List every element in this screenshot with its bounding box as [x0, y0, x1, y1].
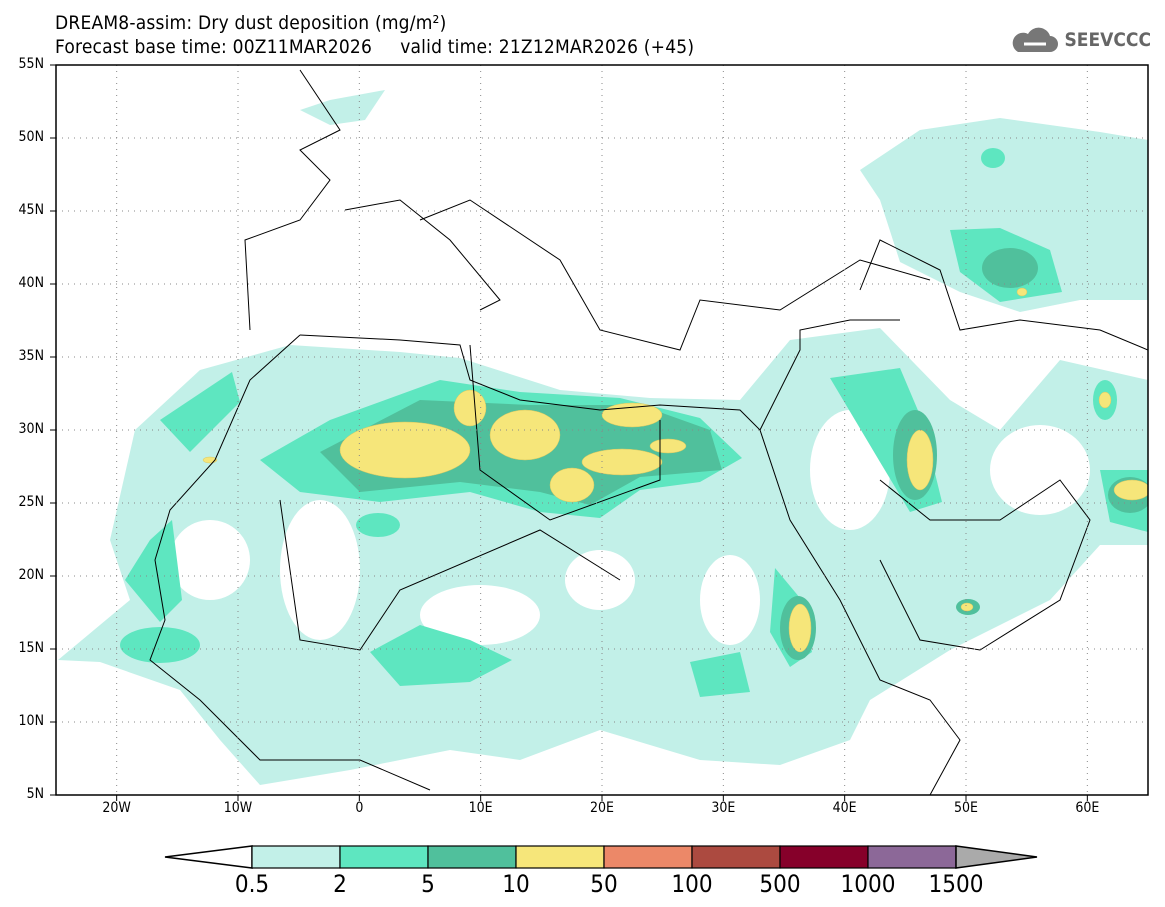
colorbar-swatch	[515, 845, 605, 869]
seevccc-logo: SEEVCCC	[1010, 26, 1151, 54]
lat-label: 55N	[18, 56, 44, 72]
lat-label: 5N	[26, 786, 44, 802]
lon-label: 30E	[711, 800, 736, 816]
lat-label: 50N	[18, 129, 44, 145]
colorbar-swatch	[691, 845, 781, 869]
logo-text: SEEVCCC	[1064, 29, 1151, 51]
colorbar-label: 5	[421, 870, 435, 898]
colorbar-swatch	[427, 845, 517, 869]
colorbar-label: 1000	[840, 870, 896, 898]
colorbar-swatch	[251, 845, 341, 869]
map-title: DREAM8-assim: Dry dust deposition (mg/m²…	[55, 12, 447, 34]
lat-label: 40N	[18, 275, 44, 291]
lon-label: 10E	[468, 800, 493, 816]
cloud-icon	[1013, 27, 1059, 52]
lat-label: 25N	[18, 494, 44, 510]
colorbar-label: 50	[590, 870, 618, 898]
colorbar-label: 0.5	[234, 870, 270, 898]
colorbar-label: 10	[502, 870, 530, 898]
colorbar	[164, 845, 1038, 869]
lon-label: 10W	[223, 800, 253, 816]
colorbar-label: 2	[333, 870, 347, 898]
colorbar-label: 500	[759, 870, 801, 898]
lat-label: 20N	[18, 567, 44, 583]
colorbar-label: 100	[671, 870, 713, 898]
lon-label: 20W	[102, 800, 131, 816]
colorbar-swatch	[867, 845, 957, 869]
base-time: Forecast base time: 00Z11MAR2026	[55, 36, 373, 58]
valid-time: valid time: 21Z12MAR2026 (+45)	[400, 36, 695, 58]
lon-label: 0	[355, 800, 364, 816]
colorbar-under-arrow	[164, 845, 253, 869]
lat-label: 15N	[18, 640, 44, 656]
colorbar-swatch	[339, 845, 429, 869]
lon-label: 20E	[590, 800, 614, 816]
coastlines	[149, 69, 1148, 795]
lon-label: 40E	[832, 800, 857, 816]
lon-label: 60E	[1075, 800, 1100, 816]
lat-label: 35N	[18, 348, 44, 364]
lat-label: 45N	[18, 202, 44, 218]
colorbar-label: 1500	[928, 870, 984, 898]
lon-label: 50E	[954, 800, 978, 816]
forecast-times: Forecast base time: 00Z11MAR2026 valid t…	[55, 36, 694, 58]
dust-fields	[58, 69, 1148, 795]
lat-label: 30N	[18, 421, 44, 437]
lat-label: 10N	[18, 713, 44, 729]
colorbar-swatch	[779, 845, 869, 869]
colorbar-over-arrow	[955, 845, 1038, 869]
colorbar-swatch	[603, 845, 693, 869]
